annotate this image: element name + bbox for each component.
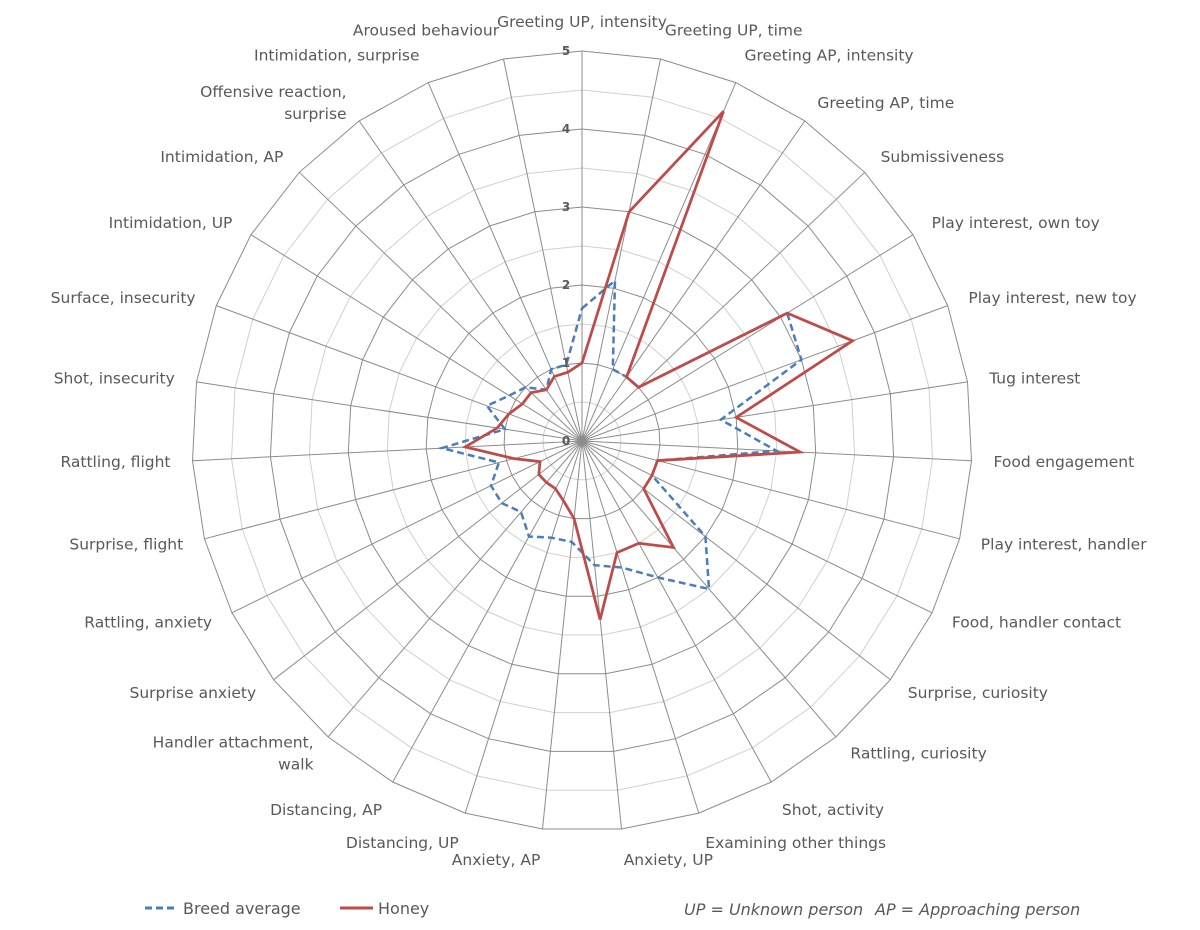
grid-ring-minor (308, 167, 856, 714)
category-label-play-interest-handler: Play interest, handler (981, 535, 1147, 553)
legend: Breed average Honey (145, 899, 429, 918)
category-label-greeting-ap-intensity: Greeting AP, intensity (745, 46, 914, 64)
tick-label-4: 4 (562, 122, 570, 136)
grid-ring-major (425, 284, 739, 597)
category-label-surprise-anxiety: Surprise anxiety (130, 684, 257, 702)
category-label-intimidation-up: Intimidation, UP (109, 214, 233, 232)
grid-ring-major (191, 50, 973, 830)
legend-entry-honey: Honey (340, 899, 429, 918)
category-label-rattling-curiosity: Rattling, curiosity (850, 745, 986, 763)
grid-spoke (298, 171, 583, 442)
grid-spoke (204, 440, 583, 540)
category-label-food-engagement: Food engagement (994, 453, 1135, 471)
grid-spoke (581, 440, 837, 738)
grid-ring-major (503, 362, 661, 520)
tick-label-0: 0 (562, 434, 570, 448)
category-label-intimidation-surprise: Intimidation, surprise (254, 46, 419, 64)
grid-spoke (427, 82, 583, 442)
grid-spoke (581, 440, 700, 814)
radar-grid (191, 50, 973, 830)
grid-spoke (231, 440, 583, 614)
grid-spoke (581, 440, 622, 830)
grid-spoke (327, 440, 583, 738)
grid-spoke (392, 440, 583, 783)
grid-ring-minor (230, 89, 934, 791)
series-line-breed-average (437, 277, 803, 591)
grid-spoke (581, 440, 960, 540)
category-label-intimidation-ap: Intimidation, AP (160, 148, 283, 166)
category-label-aroused-behaviour: Aroused behaviour (353, 21, 500, 39)
category-label-distancing-up: Distancing, UP (346, 834, 459, 852)
category-label-shot-activity: Shot, activity (782, 801, 884, 819)
note-unknown-person: UP = Unknown person (684, 900, 863, 919)
grid-spoke (581, 234, 914, 442)
category-label-play-interest-new-toy: Play interest, new toy (968, 289, 1136, 307)
grid-spoke (581, 120, 806, 442)
category-label-play-interest-own-toy: Play interest, own toy (932, 214, 1100, 232)
grid-spoke (464, 440, 583, 814)
category-label-rattling-flight: Rattling, flight (60, 453, 170, 471)
grid-ring-minor (464, 323, 700, 558)
category-label-surprise-flight: Surprise, flight (69, 535, 183, 553)
category-label-handler-attachment-walk: Handler attachment, walk (153, 734, 314, 774)
grid-spoke (581, 381, 968, 442)
radar-series (437, 110, 856, 620)
category-label-examining-other-things: Examining other things (705, 834, 886, 852)
grid-spoke (581, 440, 891, 681)
tick-label-3: 3 (562, 200, 570, 214)
grid-spoke (581, 171, 866, 442)
category-label-greeting-up-time: Greeting UP, time (665, 21, 803, 39)
grid-spoke (358, 120, 583, 442)
grid-ring-minor (386, 245, 778, 636)
note-approaching-person: AP = Approaching person (874, 900, 1080, 919)
tick-label-1: 1 (562, 356, 570, 370)
grid-spoke (581, 82, 737, 442)
grid-spoke (581, 58, 661, 442)
category-label-surprise-curiosity: Surprise, curiosity (908, 684, 1048, 702)
abbreviation-notes: UP = Unknown person AP = Approaching per… (684, 900, 1080, 919)
category-label-anxiety-up: Anxiety, UP (624, 851, 713, 869)
category-label-tug-interest: Tug interest (988, 370, 1080, 388)
category-label-submissiveness: Submissiveness (881, 148, 1005, 166)
category-label-greeting-ap-time: Greeting AP, time (817, 94, 954, 112)
category-label-food-handler-contact: Food, handler contact (952, 613, 1121, 631)
grid-spoke (542, 440, 583, 830)
radial-tick-labels: 0 1 2 3 4 5 (562, 44, 570, 448)
grid-spoke (196, 381, 583, 442)
legend-label-honey: Honey (378, 899, 429, 918)
grid-spoke (216, 305, 583, 442)
grid-ring-major (269, 128, 895, 752)
grid-ring-major (347, 206, 817, 675)
category-label-distancing-ap: Distancing, AP (270, 801, 382, 819)
tick-label-5: 5 (562, 44, 570, 58)
legend-entry-breed-average: Breed average (145, 899, 301, 918)
category-label-surface-insecurity: Surface, insecurity (51, 289, 196, 307)
tick-label-2: 2 (562, 278, 570, 292)
grid-spoke (581, 440, 772, 783)
grid-spoke (581, 440, 933, 614)
grid-spoke (581, 305, 948, 442)
grid-spoke (503, 58, 583, 442)
grid-ring-minor (542, 401, 622, 481)
grid-spoke (192, 440, 583, 462)
series-line-honey (461, 110, 856, 620)
category-label-rattling-anxiety: Rattling, anxiety (84, 613, 212, 631)
category-label-anxiety-ap: Anxiety, AP (452, 851, 541, 869)
grid-spoke (250, 234, 583, 442)
category-label-offensive-reaction-surprise: Offensive reaction, surprise (200, 83, 346, 123)
category-label-shot-insecurity: Shot, insecurity (54, 370, 175, 388)
grid-spoke (273, 440, 583, 681)
category-label-greeting-up-intensity: Greeting UP, intensity (497, 13, 667, 31)
legend-label-breed-average: Breed average (183, 899, 301, 918)
